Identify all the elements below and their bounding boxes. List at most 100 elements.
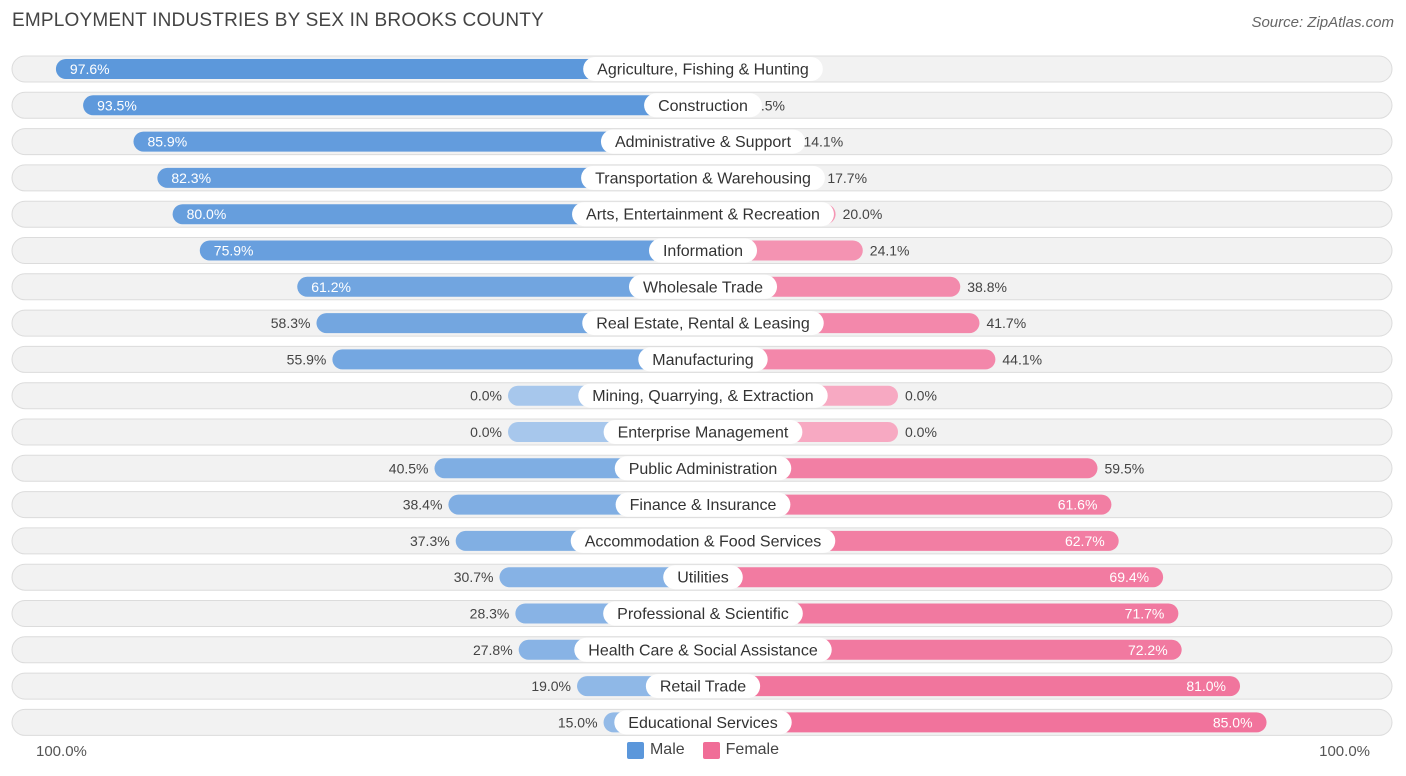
value-label-male: 82.3% xyxy=(171,170,211,186)
chart-row: 75.9% 24.1% Information xyxy=(11,237,1393,264)
legend-item-male: Male xyxy=(626,741,685,759)
value-label-female: 17.7% xyxy=(827,170,867,186)
category-label-background xyxy=(644,93,762,118)
bar-female xyxy=(703,567,1164,588)
bar-male xyxy=(199,240,703,261)
value-label-male: 97.6% xyxy=(70,61,110,77)
bar-female xyxy=(703,603,1179,624)
chart-row: 27.8% 72.2% Health Care & Social Assistanc… xyxy=(11,636,1393,664)
legend-label-female: Female xyxy=(725,741,780,758)
category-label: Information xyxy=(663,243,743,260)
chart-row: 97.6%2.4%Agriculture, Fishing & Hunting xyxy=(11,55,1393,83)
value-label-male: 15.0% xyxy=(558,714,598,730)
bar-male xyxy=(499,567,703,588)
value-label-male: 19.0% xyxy=(531,678,571,694)
chart-row: 82.3% 17.7% Transportation & Warehousing xyxy=(11,164,1393,192)
value-label-female: 0.0% xyxy=(905,424,937,440)
category-label: Mining, Quarrying, & Extraction xyxy=(592,388,813,405)
value-label-female: 38.8% xyxy=(967,279,1007,295)
value-label-female: 41.7% xyxy=(986,315,1026,331)
bar-female xyxy=(703,458,1098,479)
value-label-male: 27.8% xyxy=(473,642,513,658)
category-label-background xyxy=(628,274,778,299)
legend-item-female: Female xyxy=(702,741,780,759)
value-label-male: 0.0% xyxy=(470,388,502,404)
bar-female xyxy=(703,494,1112,515)
value-label-male: 28.3% xyxy=(470,606,510,622)
category-label: Arts, Entertainment & Recreation xyxy=(586,207,820,224)
value-label-male: 38.4% xyxy=(403,497,443,513)
category-label-background xyxy=(582,311,824,336)
chart-row: 85.9% 14.1% Administrative & Support xyxy=(11,128,1393,156)
chart-row: 93.5% 6.5%Construction xyxy=(11,91,1393,119)
value-label-female: 14.1% xyxy=(803,134,843,150)
value-label-female: 72.2% xyxy=(1128,642,1168,658)
category-label: Public Administration xyxy=(629,461,778,478)
category-label-background xyxy=(615,492,791,517)
category-label: Wholesale Trade xyxy=(643,279,763,296)
category-label: Accommodation & Food Services xyxy=(585,533,822,550)
category-label-background xyxy=(648,238,758,263)
category-label: Manufacturing xyxy=(652,352,753,369)
value-label-female: 20.0% xyxy=(843,206,883,222)
bar-female xyxy=(703,349,996,370)
bar-male xyxy=(157,167,703,188)
value-label-male: 40.5% xyxy=(389,460,429,476)
bar-male xyxy=(332,349,703,370)
bar-female xyxy=(703,676,1241,697)
value-label-female: 0.0% xyxy=(905,388,937,404)
category-label-background xyxy=(581,165,825,190)
value-label-female: 59.5% xyxy=(1104,460,1144,476)
chart-row: 15.0% 85.0% Educational Services xyxy=(11,708,1393,736)
category-label: Real Estate, Rental & Leasing xyxy=(596,316,809,333)
bar-female xyxy=(703,712,1267,733)
category-label: Educational Services xyxy=(628,715,777,732)
chart-row: 40.5% 59.5% Public Administration xyxy=(11,454,1393,482)
value-label-male: 30.7% xyxy=(454,569,494,585)
category-label-background xyxy=(572,202,834,227)
value-label-male: 37.3% xyxy=(410,533,450,549)
category-label-background xyxy=(645,674,761,699)
value-label-male: 75.9% xyxy=(214,243,254,259)
value-label-male: 80.0% xyxy=(187,206,227,222)
category-label: Professional & Scientific xyxy=(617,606,789,623)
chart-row: 80.0% 20.0% Arts, Entertainment & Recreati… xyxy=(11,200,1393,228)
value-label-female: 24.1% xyxy=(870,243,910,259)
value-label-male: 55.9% xyxy=(287,351,327,367)
category-label-background xyxy=(663,565,743,590)
value-label-male: 58.3% xyxy=(271,315,311,331)
chart-row: 0.0% 0.0% Enterprise Management xyxy=(11,418,1393,446)
chart-row: 38.4% 61.6% Finance & Insurance xyxy=(11,491,1393,519)
legend: Male Female xyxy=(0,741,1406,759)
chart-row: 61.2% 38.8% Wholesale Trade xyxy=(11,273,1393,301)
chart-row: 19.0% 81.0% Retail Trade xyxy=(11,672,1393,700)
category-label: Finance & Insurance xyxy=(630,497,777,514)
bar-male xyxy=(133,131,703,152)
value-label-female: 71.7% xyxy=(1125,606,1165,622)
chart-row: 37.3% 62.7% Accommodation & Food Services xyxy=(11,527,1393,555)
category-label-background xyxy=(638,347,768,372)
category-label-background xyxy=(603,601,803,626)
legend-swatch-female xyxy=(702,741,720,759)
bar-chart: 97.6%2.4%Agriculture, Fishing & Hunting9… xyxy=(11,55,1393,736)
legend-label-male: Male xyxy=(649,741,685,758)
category-label-background xyxy=(578,383,828,408)
value-label-female: 61.6% xyxy=(1058,497,1098,513)
bar-male xyxy=(55,59,704,79)
bar-male xyxy=(172,204,704,225)
category-label: Retail Trade xyxy=(660,679,746,696)
value-label-female: 44.1% xyxy=(1002,351,1042,367)
value-label-female: 85.0% xyxy=(1213,714,1253,730)
chart-row: 30.7% 69.4% Utilities xyxy=(11,563,1393,591)
chart-row: 0.0% 0.0% Mining, Quarrying, & Extraction xyxy=(11,382,1393,410)
value-label-male: 85.9% xyxy=(147,134,187,150)
category-label-background xyxy=(583,57,823,81)
chart-row: 28.3% 71.7% Professional & Scientific xyxy=(11,600,1393,627)
chart-title: EMPLOYMENT INDUSTRIES BY SEX IN BROOKS C… xyxy=(12,10,544,31)
category-label: Utilities xyxy=(677,570,729,587)
category-label: Construction xyxy=(658,98,748,115)
legend-swatch-male xyxy=(626,741,644,759)
value-label-female: 62.7% xyxy=(1065,533,1105,549)
axis-right-label: 100.0% xyxy=(1319,743,1370,760)
chart-row: 58.3% 41.7% Real Estate, Rental & Leasing xyxy=(11,309,1393,337)
